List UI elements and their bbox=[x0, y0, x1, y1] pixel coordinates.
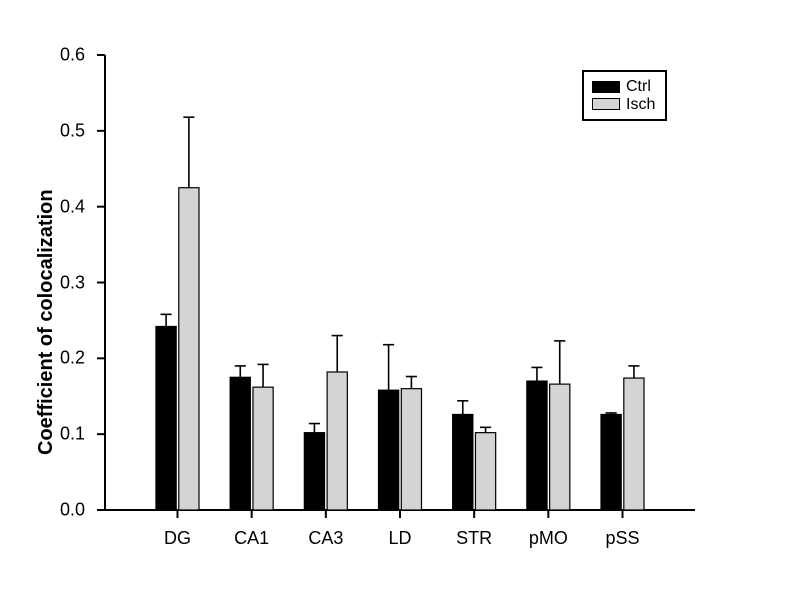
x-category-label: pSS bbox=[605, 528, 639, 549]
y-tick-label: 0.3 bbox=[60, 272, 85, 293]
x-category-label: CA1 bbox=[234, 528, 269, 549]
chart-container: Coefficient of colocalization CtrlIsch 0… bbox=[0, 0, 790, 601]
x-category-label: LD bbox=[388, 528, 411, 549]
y-tick-label: 0.2 bbox=[60, 348, 85, 369]
bar-isch bbox=[179, 188, 199, 510]
bar-ctrl bbox=[378, 390, 398, 510]
bar-ctrl bbox=[156, 326, 176, 510]
y-tick-label: 0.0 bbox=[60, 500, 85, 521]
bar-isch bbox=[327, 372, 347, 510]
x-category-label: DG bbox=[164, 528, 191, 549]
bar-isch bbox=[401, 389, 421, 510]
x-category-label: STR bbox=[456, 528, 492, 549]
bar-ctrl bbox=[453, 414, 473, 510]
bar-isch bbox=[475, 433, 495, 510]
bar-ctrl bbox=[304, 433, 324, 510]
y-tick-label: 0.5 bbox=[60, 120, 85, 141]
y-tick-label: 0.1 bbox=[60, 424, 85, 445]
bar-ctrl bbox=[601, 414, 621, 510]
y-axis-title: Coefficient of colocalization bbox=[35, 190, 58, 456]
bar-ctrl bbox=[230, 377, 250, 510]
plot-area bbox=[95, 45, 705, 520]
bar-isch bbox=[253, 387, 273, 510]
y-tick-label: 0.6 bbox=[60, 45, 85, 66]
y-tick-label: 0.4 bbox=[60, 196, 85, 217]
x-category-label: CA3 bbox=[308, 528, 343, 549]
bar-isch bbox=[550, 384, 570, 510]
x-category-label: pMO bbox=[529, 528, 568, 549]
bar-ctrl bbox=[527, 381, 547, 510]
bar-isch bbox=[624, 378, 644, 510]
